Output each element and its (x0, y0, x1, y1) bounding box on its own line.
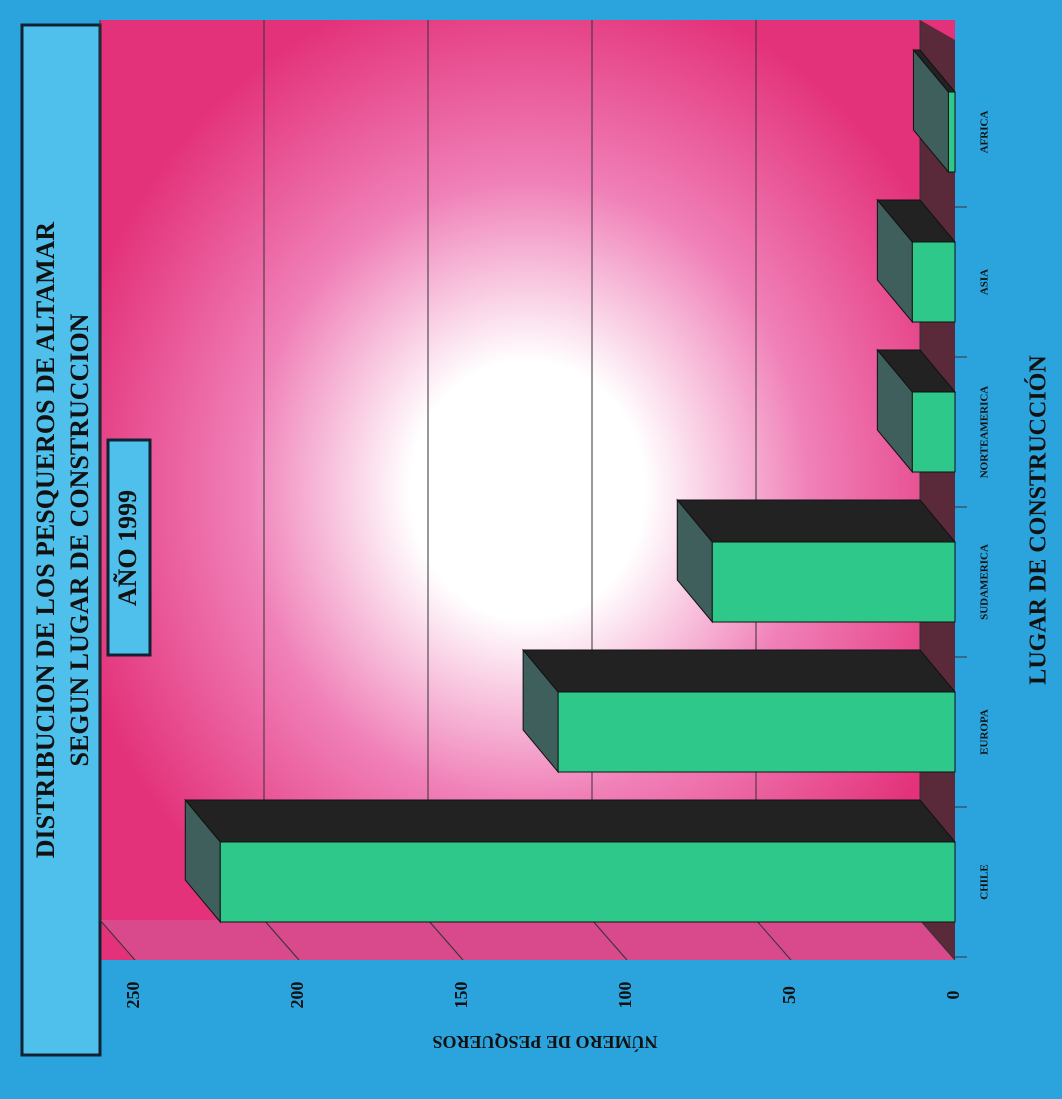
x-tick-label: AFRICA (979, 111, 991, 154)
y-tick-label: 100 (615, 982, 635, 1009)
y-tick-label: 250 (123, 982, 143, 1009)
bar (711, 541, 956, 623)
tick-mark (99, 919, 136, 961)
x-tick-label: SUDAMERICA (979, 544, 991, 620)
y-tick-label: 50 (779, 986, 799, 1004)
bar-side (676, 499, 957, 543)
annotation: AÑO 1999 (113, 490, 142, 606)
x-axis-label: LUGAR DE CONSTRUCCIÓN (1025, 355, 1052, 685)
tick-mark (919, 919, 956, 961)
tick-mark (755, 919, 792, 961)
background-edge (62, 1075, 1062, 1099)
x-tick-label: EUROPA (979, 709, 991, 755)
tick-mark (427, 919, 464, 961)
bar (219, 841, 956, 923)
bar-side (522, 649, 957, 693)
x-tick-label: CHILE (979, 864, 991, 899)
x-tick-label: ASIA (979, 269, 991, 295)
side-wall (100, 920, 955, 960)
chart-title: DISTRIBUCION DE LOS PESQUEROS DE ALTAMAR (31, 222, 60, 859)
bar (557, 691, 956, 773)
y-tick-label: 0 (943, 991, 963, 1000)
chart-subtitle: SEGUN LUGAR DE CONSTRUCCION (65, 313, 94, 766)
y-axis-label: NÚMERO DE PESQUEROS (432, 1032, 657, 1053)
bar-side (184, 799, 957, 843)
x-tick-label: NORTEAMERICA (979, 386, 991, 479)
tick-mark (263, 919, 300, 961)
bar (911, 391, 956, 473)
y-tick-label: 200 (287, 982, 307, 1009)
y-tick-label: 150 (451, 982, 471, 1009)
bar (947, 91, 956, 173)
annotation-box (106, 438, 152, 657)
tick-mark (591, 919, 628, 961)
bar (911, 241, 956, 323)
